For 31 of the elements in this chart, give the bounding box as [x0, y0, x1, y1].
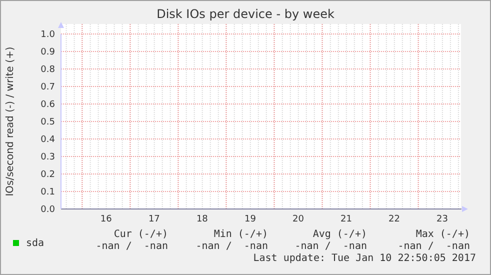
- y-tick-label: 0.1: [40, 187, 55, 198]
- y-tick-label: 0.9: [40, 47, 56, 58]
- text: Last update: Tue Jan 10 22:50:05 2017: [253, 253, 476, 264]
- y-axis-title: IOs/second read (-) / write (+): [5, 46, 16, 196]
- chart-title: Disk IOs per device - by week: [156, 7, 334, 21]
- y-tick-label: 0.5: [40, 117, 55, 128]
- x-tick-label: 17: [148, 214, 160, 224]
- x-tick-label: 22: [388, 214, 400, 224]
- x-tick-label: 21: [340, 214, 352, 224]
- text: Max (-/+): [416, 229, 470, 240]
- legend-label: sda: [26, 238, 44, 249]
- text: -nan / -nan: [398, 241, 470, 252]
- x-tick-label: 19: [244, 214, 256, 224]
- y-tick-label: 0.8: [40, 64, 56, 75]
- text: -nan / -nan: [96, 241, 168, 252]
- x-tick-label: 18: [196, 214, 208, 224]
- y-tick-label: 0.0: [40, 204, 56, 215]
- y-tick-label: 0.2: [40, 170, 55, 180]
- text: Avg (-/+): [312, 229, 367, 240]
- x-tick-label: 23: [436, 214, 448, 224]
- x-tick-label: 16: [100, 214, 112, 224]
- y-tick-label: 0.6: [40, 100, 56, 110]
- x-tick-label: 20: [292, 214, 304, 224]
- text: Cur (-/+): [114, 229, 168, 240]
- y-tick-label: 0.4: [40, 134, 56, 145]
- text: Min (-/+): [214, 229, 268, 240]
- text: -nan / -nan: [196, 241, 268, 252]
- y-tick-label: 0.7: [40, 82, 55, 92]
- y-tick-label: 0.3: [40, 152, 55, 162]
- y-tick-label: 1.0: [40, 30, 56, 40]
- text: -nan / -nan: [294, 241, 367, 252]
